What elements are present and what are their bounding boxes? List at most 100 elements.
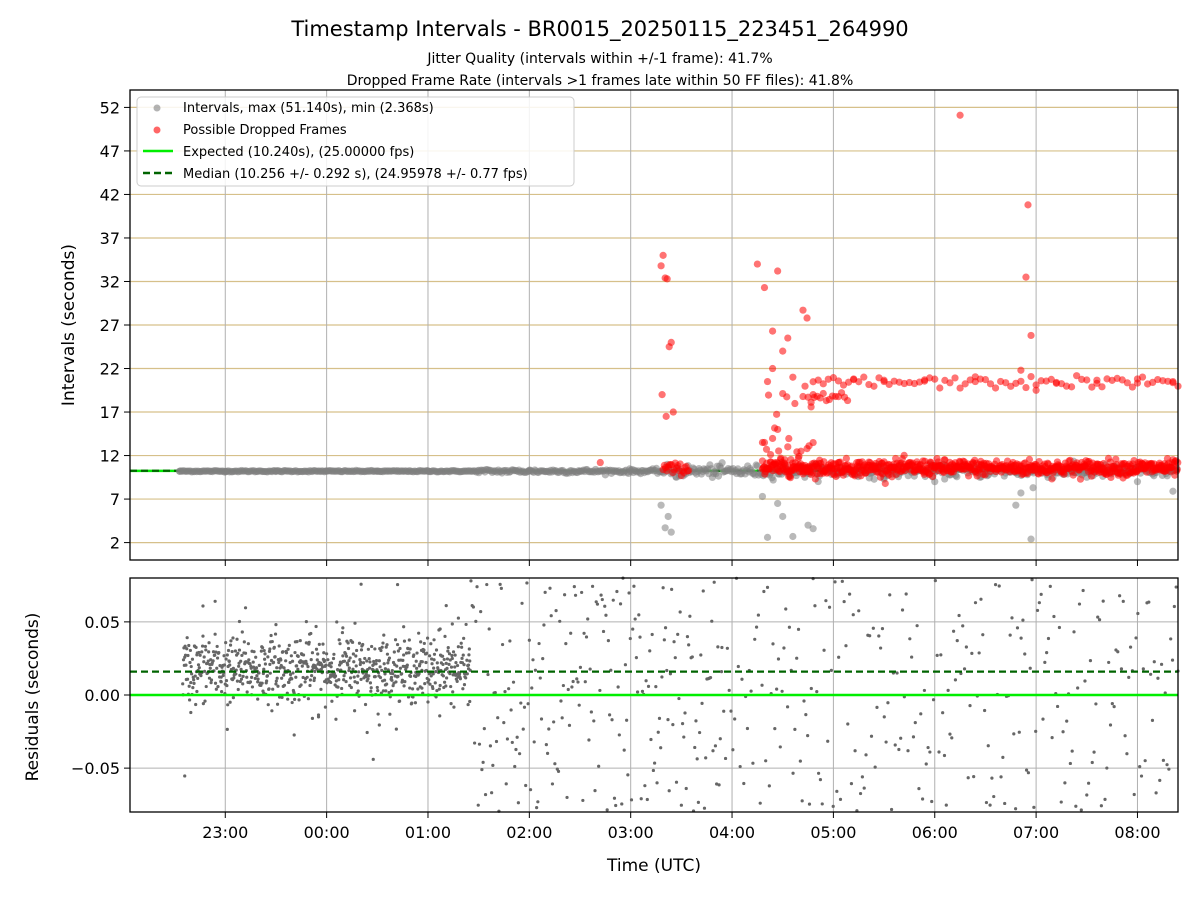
dropped-frame-point (801, 382, 809, 390)
residual-point (201, 604, 205, 608)
interval-point (525, 466, 533, 474)
residual-point (537, 641, 541, 646)
residual-point (291, 671, 295, 675)
residual-point (919, 712, 923, 716)
residual-point (286, 697, 290, 701)
residual-point (341, 654, 345, 658)
dropped-frame-point (956, 111, 964, 119)
residual-point (1103, 797, 1107, 801)
residual-point (573, 593, 578, 597)
residual-point (904, 592, 908, 596)
residual-point (363, 656, 367, 661)
residual-point (1050, 736, 1054, 740)
residual-point (342, 674, 346, 678)
residual-point (639, 797, 643, 801)
residual-point (586, 617, 590, 621)
residual-point (516, 801, 520, 805)
residuals-y-ticks: −0.05 0.00 0.05 (71, 613, 130, 778)
interval-point (758, 492, 767, 501)
interval-point (789, 532, 797, 541)
residual-point (234, 672, 238, 676)
dropped-frame-point (860, 373, 868, 381)
residual-point (292, 697, 297, 701)
residual-point (719, 670, 724, 674)
residual-point (760, 683, 764, 687)
residual-point (708, 675, 713, 680)
residual-point (1035, 608, 1040, 613)
x-tick-label: 06:00 (912, 823, 958, 842)
residual-point (438, 683, 442, 688)
residual-point (284, 651, 289, 655)
residual-point (580, 590, 584, 595)
residual-point (802, 699, 806, 703)
residual-point (295, 640, 299, 644)
residual-point (829, 668, 833, 672)
residual-point (353, 621, 357, 625)
residual-point (917, 787, 921, 791)
residual-point (933, 579, 937, 583)
dropped-frame-point (784, 443, 792, 451)
residual-point (375, 685, 379, 690)
residual-point (906, 749, 910, 753)
residual-point (395, 582, 400, 587)
residual-point (1118, 594, 1122, 598)
residual-point (609, 668, 613, 672)
residual-point (329, 680, 333, 685)
residual-point (604, 613, 608, 617)
residual-point (754, 625, 759, 629)
residual-point (384, 689, 388, 693)
residual-point (322, 651, 326, 655)
residual-point (383, 667, 388, 671)
residual-point (344, 654, 349, 658)
residual-point (576, 680, 580, 684)
dropped-frame-point (1133, 375, 1142, 383)
residual-point (950, 736, 954, 740)
interval-point (1012, 501, 1020, 509)
residual-point (560, 716, 564, 720)
residual-point (548, 586, 552, 590)
interval-point (424, 467, 432, 475)
residual-point (267, 649, 272, 653)
residual-point (216, 685, 220, 689)
residual-point (195, 689, 199, 694)
x-tick-label: 00:00 (304, 823, 350, 842)
interval-point (661, 524, 669, 532)
residual-point (395, 642, 400, 647)
residual-point (310, 674, 314, 678)
dropped-frame-point (961, 380, 969, 388)
residual-point (219, 680, 223, 684)
residual-point (581, 798, 585, 803)
dropped-frame-point (1025, 455, 1034, 463)
interval-point (627, 466, 635, 474)
residual-point (335, 620, 339, 624)
dropped-frame-point (1027, 331, 1035, 340)
residual-point (446, 649, 450, 653)
residual-point (665, 668, 669, 673)
residual-point (408, 686, 412, 690)
residual-point (549, 614, 553, 618)
residual-point (401, 658, 405, 662)
dropped-frame-point (880, 377, 888, 386)
interval-point (373, 467, 381, 475)
residual-point (385, 643, 389, 647)
dropped-frame-point (784, 334, 792, 342)
residual-point (288, 660, 292, 665)
residual-point (733, 717, 737, 721)
residual-point (404, 651, 409, 655)
residual-point (215, 644, 219, 649)
residual-point (567, 723, 572, 727)
residual-point (402, 653, 406, 657)
residual-point (347, 659, 351, 663)
residual-point (1147, 600, 1151, 604)
residual-point (202, 669, 207, 673)
residual-point (337, 638, 341, 642)
residual-point (453, 653, 457, 657)
legend: Intervals, max (51.140s), min (2.368s) P… (136, 96, 575, 187)
residual-point (352, 675, 356, 679)
residual-point (1169, 637, 1173, 641)
residual-point (246, 642, 250, 646)
residual-point (1108, 723, 1113, 727)
residual-point (479, 609, 483, 614)
residual-point (448, 672, 452, 676)
dropped-frame-point (842, 454, 850, 462)
